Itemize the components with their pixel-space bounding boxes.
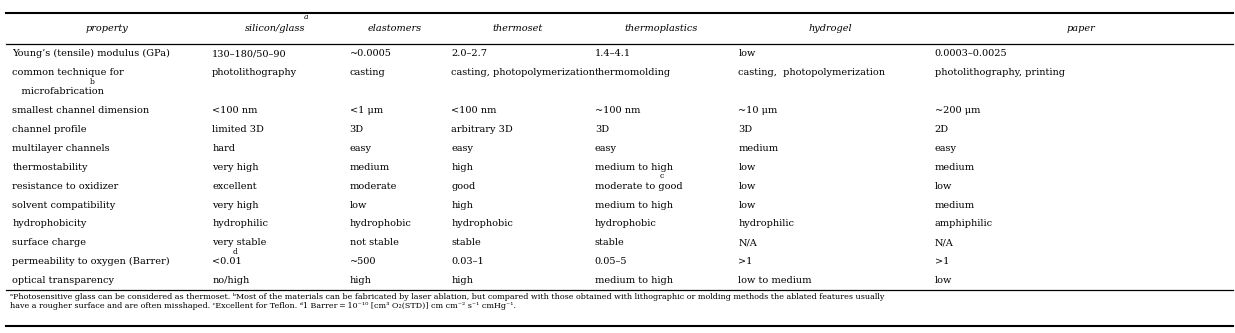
- Text: medium: medium: [935, 200, 974, 209]
- Text: photolithography: photolithography: [212, 68, 298, 77]
- Text: hard: hard: [212, 144, 235, 153]
- Text: channel profile: channel profile: [12, 125, 86, 134]
- Text: ᵃPhotosensitive glass can be considered as thermoset. ᵇMost of the materials can: ᵃPhotosensitive glass can be considered …: [10, 293, 884, 301]
- Text: high: high: [350, 276, 372, 285]
- Text: optical transparency: optical transparency: [12, 276, 115, 285]
- Text: c: c: [659, 172, 664, 180]
- Text: permeability to oxygen (Barrer): permeability to oxygen (Barrer): [12, 257, 170, 266]
- Text: stable: stable: [595, 238, 625, 247]
- Text: high: high: [451, 200, 473, 209]
- Text: ~200 μm: ~200 μm: [935, 106, 979, 115]
- Text: hydrophilic: hydrophilic: [212, 219, 268, 228]
- Text: good: good: [451, 181, 475, 190]
- Text: ~100 nm: ~100 nm: [595, 106, 640, 115]
- Text: medium: medium: [350, 163, 390, 171]
- Text: surface charge: surface charge: [12, 238, 86, 247]
- Text: thermoplastics: thermoplastics: [625, 24, 698, 33]
- Text: 2D: 2D: [935, 125, 948, 134]
- Text: 2.0–2.7: 2.0–2.7: [451, 49, 488, 58]
- Text: 1.4–4.1: 1.4–4.1: [595, 49, 631, 58]
- Text: 130–180/50–90: 130–180/50–90: [212, 49, 287, 58]
- Text: thermoset: thermoset: [493, 24, 542, 33]
- Text: paper: paper: [1066, 24, 1095, 33]
- Text: hydrophilic: hydrophilic: [739, 219, 794, 228]
- Text: moderate to good: moderate to good: [595, 181, 683, 190]
- Text: medium: medium: [935, 163, 974, 171]
- Text: moderate: moderate: [350, 181, 396, 190]
- Text: very high: very high: [212, 163, 258, 171]
- Text: high: high: [451, 276, 473, 285]
- Text: limited 3D: limited 3D: [212, 125, 264, 134]
- Text: low: low: [739, 181, 756, 190]
- Text: hydrophobicity: hydrophobicity: [12, 219, 86, 228]
- Text: easy: easy: [935, 144, 957, 153]
- Text: not stable: not stable: [350, 238, 399, 247]
- Text: d: d: [232, 248, 237, 256]
- Text: low: low: [739, 49, 756, 58]
- Text: casting, photopolymerization: casting, photopolymerization: [451, 68, 595, 77]
- Text: medium to high: medium to high: [595, 163, 673, 171]
- Text: hydrophobic: hydrophobic: [595, 219, 657, 228]
- Text: b: b: [90, 78, 95, 86]
- Text: hydrogel: hydrogel: [809, 24, 852, 33]
- Text: 0.0003–0.0025: 0.0003–0.0025: [935, 49, 1008, 58]
- Text: low: low: [935, 181, 952, 190]
- Text: low to medium: low to medium: [739, 276, 811, 285]
- Text: no/high: no/high: [212, 276, 249, 285]
- Text: >1: >1: [935, 257, 948, 266]
- Text: hydrophobic: hydrophobic: [451, 219, 514, 228]
- Text: 0.05–5: 0.05–5: [595, 257, 627, 266]
- Text: property: property: [85, 24, 128, 33]
- Text: 3D: 3D: [739, 125, 752, 134]
- Text: <0.01: <0.01: [212, 257, 242, 266]
- Text: 0.03–1: 0.03–1: [451, 257, 484, 266]
- Text: very high: very high: [212, 200, 258, 209]
- Text: thermostability: thermostability: [12, 163, 88, 171]
- Text: a: a: [304, 13, 309, 21]
- Text: ~0.0005: ~0.0005: [350, 49, 391, 58]
- Text: medium: medium: [739, 144, 778, 153]
- Text: elastomers: elastomers: [368, 24, 422, 33]
- Text: very stable: very stable: [212, 238, 267, 247]
- Text: easy: easy: [595, 144, 616, 153]
- Text: ~500: ~500: [350, 257, 375, 266]
- Text: easy: easy: [350, 144, 372, 153]
- Text: <100 nm: <100 nm: [451, 106, 496, 115]
- Text: photolithography, printing: photolithography, printing: [935, 68, 1065, 77]
- Text: low: low: [935, 276, 952, 285]
- Text: multilayer channels: multilayer channels: [12, 144, 110, 153]
- Text: smallest channel dimension: smallest channel dimension: [12, 106, 149, 115]
- Text: <1 μm: <1 μm: [350, 106, 383, 115]
- Text: silicon/glass: silicon/glass: [245, 24, 305, 33]
- Text: <100 nm: <100 nm: [212, 106, 258, 115]
- Text: ~10 μm: ~10 μm: [739, 106, 778, 115]
- Text: easy: easy: [451, 144, 473, 153]
- Text: 3D: 3D: [595, 125, 609, 134]
- Text: low: low: [350, 200, 367, 209]
- Text: excellent: excellent: [212, 181, 257, 190]
- Text: 3D: 3D: [350, 125, 363, 134]
- Text: casting,  photopolymerization: casting, photopolymerization: [739, 68, 885, 77]
- Text: have a rougher surface and are often misshaped. ᶜExcellent for Teflon. ᵈ1 Barrer: have a rougher surface and are often mis…: [10, 302, 516, 310]
- Text: arbitrary 3D: arbitrary 3D: [451, 125, 513, 134]
- Text: thermomolding: thermomolding: [595, 68, 671, 77]
- Text: low: low: [739, 163, 756, 171]
- Text: N/A: N/A: [935, 238, 953, 247]
- Text: common technique for: common technique for: [12, 68, 124, 77]
- Text: hydrophobic: hydrophobic: [350, 219, 411, 228]
- Text: stable: stable: [451, 238, 482, 247]
- Text: casting: casting: [350, 68, 385, 77]
- Text: medium to high: medium to high: [595, 276, 673, 285]
- Text: solvent compatibility: solvent compatibility: [12, 200, 116, 209]
- Text: high: high: [451, 163, 473, 171]
- Text: N/A: N/A: [739, 238, 757, 247]
- Text: medium to high: medium to high: [595, 200, 673, 209]
- Text: Young’s (tensile) modulus (GPa): Young’s (tensile) modulus (GPa): [12, 49, 170, 58]
- Text: microfabrication: microfabrication: [12, 87, 104, 96]
- Text: amphiphilic: amphiphilic: [935, 219, 993, 228]
- Text: >1: >1: [739, 257, 752, 266]
- Text: resistance to oxidizer: resistance to oxidizer: [12, 181, 119, 190]
- Text: low: low: [739, 200, 756, 209]
